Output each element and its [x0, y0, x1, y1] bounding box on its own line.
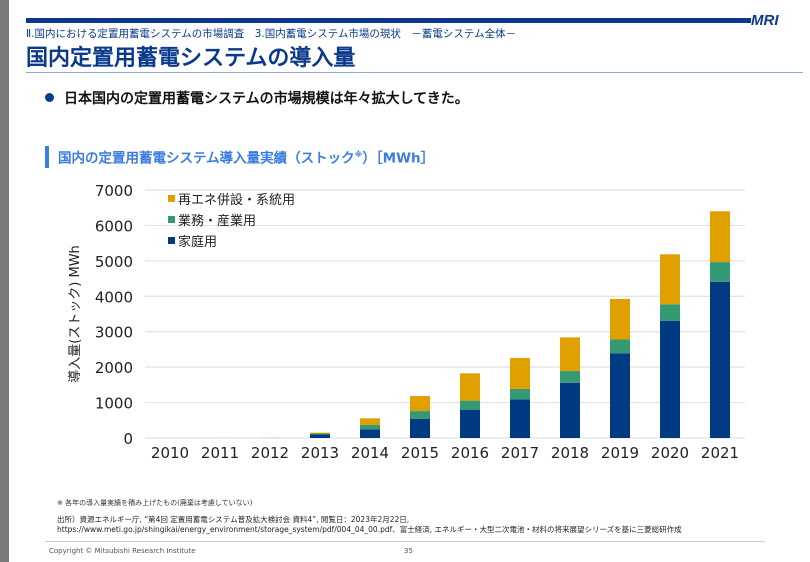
chart-heading-note-mark: ※: [354, 150, 363, 159]
y-tick-label: 6000: [95, 217, 133, 235]
bar-segment: [610, 353, 630, 438]
bullet-point: 日本国内の定置用蓄電システムの市場規模は年々拡大してきた。: [45, 88, 469, 108]
bar-segment: [560, 337, 580, 372]
legend-label: 業務・産業用: [178, 213, 256, 229]
footer-divider: [45, 541, 765, 542]
x-tick-label: 2019: [601, 444, 639, 462]
x-tick-label: 2014: [351, 444, 389, 462]
y-tick-label: 2000: [95, 359, 133, 377]
bar-segment: [610, 298, 630, 340]
bar-segment: [210, 437, 230, 439]
source-citation: 出所）資源エネルギー庁, “第4回 定置用蓄電システム普及拡大検討会 資料4”,…: [57, 515, 682, 535]
bar-segment: [410, 396, 430, 412]
bar-segment: [460, 400, 480, 411]
chart-heading-suffix: ）［MWh］: [362, 150, 435, 167]
y-tick-label: 0: [123, 430, 133, 448]
bar-segment: [310, 434, 330, 438]
bar-segment: [710, 281, 730, 438]
bar-segment: [410, 411, 430, 419]
x-tick-label: 2021: [701, 444, 739, 462]
y-axis-label: 導入量(ストック) MWh: [68, 245, 83, 383]
bar-segment: [510, 388, 530, 400]
header-bar: [26, 18, 751, 23]
x-tick-label: 2018: [551, 444, 589, 462]
y-tick-label: 7000: [95, 182, 133, 200]
x-tick-label: 2017: [501, 444, 539, 462]
chart-heading-text: 国内の定置用蓄電システム導入量実績（ストック: [58, 150, 355, 167]
copyright: Copyright © Mitsubishi Research Institut…: [49, 547, 196, 555]
legend-swatch: [168, 216, 175, 223]
page-title: 国内定置用蓄電システムの導入量: [26, 46, 356, 71]
bar-segment: [460, 373, 480, 401]
bar-segment: [710, 262, 730, 282]
x-tick-label: 2010: [151, 444, 189, 462]
bullet-text: 日本国内の定置用蓄電システムの市場規模は年々拡大してきた。: [64, 91, 469, 107]
breadcrumb: Ⅱ.国内における定置用蓄電システムの市場調査 3.国内蓄電システム市場の現状 －…: [26, 28, 517, 40]
x-tick-label: 2012: [251, 444, 289, 462]
bar-segment: [410, 418, 430, 438]
source-line: 出所）資源エネルギー庁, “第4回 定置用蓄電システム普及拡大検討会 資料4”,…: [57, 515, 410, 524]
y-tick-label: 3000: [95, 324, 133, 342]
legend-swatch: [168, 195, 175, 202]
bar-segment: [660, 304, 680, 321]
bar-segment: [510, 399, 530, 438]
legend-label: 再エネ併設・系統用: [178, 192, 295, 208]
x-tick-label: 2020: [651, 444, 689, 462]
bar-segment: [510, 357, 530, 389]
y-tick-label: 5000: [95, 253, 133, 271]
bar-segment: [610, 339, 630, 354]
bar-segment: [360, 418, 380, 425]
y-tick-label: 4000: [95, 288, 133, 306]
legend-swatch: [168, 237, 175, 244]
mri-logo: MRI: [751, 12, 779, 29]
title-divider: [26, 72, 803, 73]
bar-segment: [310, 432, 330, 434]
bar-segment: [360, 424, 380, 430]
x-tick-label: 2011: [201, 444, 239, 462]
bar-segment: [260, 437, 280, 439]
page-number: 35: [404, 547, 413, 555]
bar-segment: [360, 429, 380, 438]
bar-segment: [310, 433, 330, 435]
x-tick-label: 2015: [401, 444, 439, 462]
bar-segment: [710, 211, 730, 263]
footnote: ※ 各年の導入量実績を積み上げたもの(廃棄は考慮していない): [57, 499, 253, 507]
y-tick-label: 1000: [95, 395, 133, 413]
source-line: https://www.meti.go.jp/shingikai/energy_…: [57, 525, 682, 534]
bar-segment: [460, 410, 480, 438]
bar-segment: [560, 382, 580, 438]
x-tick-label: 2013: [301, 444, 339, 462]
bar-segment: [660, 320, 680, 438]
bullet-icon: [45, 92, 54, 102]
chart-heading: 国内の定置用蓄電システム導入量実績（ストック※）［MWh］: [45, 146, 434, 168]
x-tick-label: 2016: [451, 444, 489, 462]
legend-label: 家庭用: [178, 234, 217, 250]
bar-segment: [660, 254, 680, 305]
bar-segment: [560, 371, 580, 383]
